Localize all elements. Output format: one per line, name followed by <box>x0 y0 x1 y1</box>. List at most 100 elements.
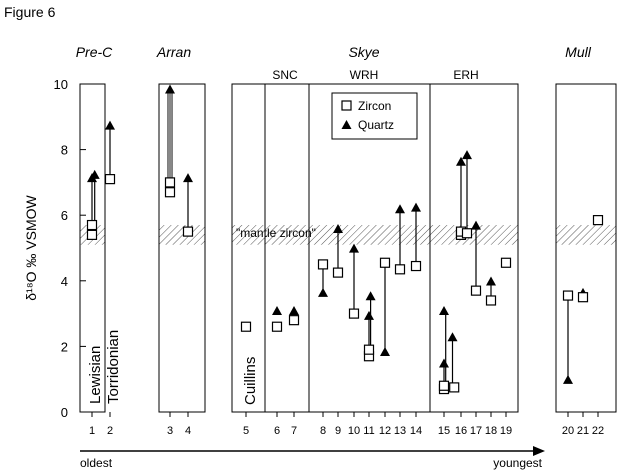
quartz-marker <box>395 204 405 214</box>
quartz-marker <box>439 358 449 368</box>
subgroup-label-erh: ERH <box>453 68 478 82</box>
y-tick-label: 10 <box>54 77 68 92</box>
x-tick-label: 20 <box>562 425 574 437</box>
figure-label: Figure 6 <box>4 4 56 20</box>
panel-frame-arran <box>158 83 206 413</box>
quartz-marker <box>411 202 421 212</box>
y-axis: δ¹⁸O ‰ VSMOW <box>23 194 39 300</box>
y-axis-label: δ¹⁸O ‰ VSMOW <box>23 194 39 300</box>
zircon-marker <box>317 259 329 270</box>
y-tick-label: 2 <box>61 339 68 354</box>
x-tick-label: 8 <box>320 425 326 437</box>
zircon-marker <box>394 264 406 275</box>
zircon-marker <box>577 292 589 303</box>
quartz-marker <box>364 310 374 320</box>
panel-frame-skye <box>231 83 519 413</box>
x-tick-label: 13 <box>394 425 406 437</box>
zircon-marker <box>562 290 574 301</box>
zircon-marker <box>438 380 450 391</box>
mantle-zircon-label: "mantle zircon" <box>236 226 316 240</box>
quartz-marker <box>89 169 100 179</box>
quartz-marker <box>289 305 299 315</box>
y-tick-label: 8 <box>61 143 68 158</box>
panel-title-arran: Arran <box>156 44 191 60</box>
x-tick-label: 7 <box>291 425 297 437</box>
quartz-marker <box>563 374 573 384</box>
quartz-marker <box>447 332 458 342</box>
mantle-band-skye <box>232 225 518 245</box>
x-tick-label: 12 <box>379 425 391 437</box>
x-tick-label: 4 <box>185 425 191 437</box>
panel-title-prec: Pre-C <box>76 44 113 60</box>
zircon-marker <box>592 215 604 226</box>
quartz-marker <box>471 220 481 230</box>
x-tick-label: 15 <box>438 425 450 437</box>
zircon-marker <box>485 295 497 306</box>
legend-quartz-marker <box>341 120 352 129</box>
legend: Zircon Quartz <box>331 92 418 140</box>
arrow-left-label: oldest <box>80 456 113 470</box>
panel-title-mull: Mull <box>565 44 592 60</box>
quartz-marker <box>462 150 472 160</box>
zircon-marker <box>271 321 283 332</box>
zircon-marker <box>86 229 98 240</box>
x-tick-label: 1 <box>89 425 95 437</box>
x-tick-label: 16 <box>455 425 467 437</box>
quartz-marker <box>486 276 496 286</box>
x-tick-label: 19 <box>500 425 512 437</box>
time-arrow-head <box>533 446 545 456</box>
quartz-marker <box>365 291 376 301</box>
label-cuillins: Cuillins <box>242 357 259 405</box>
label-lewisian: Lewisian <box>87 346 104 404</box>
mantle-band-arran <box>159 225 205 245</box>
panel-title-skye: Skye <box>348 44 379 60</box>
zircon-marker <box>86 219 98 231</box>
quartz-marker <box>183 173 193 183</box>
legend-zircon-label: Zircon <box>358 99 391 113</box>
x-tick-label: 18 <box>485 425 497 437</box>
x-tick-label: 2 <box>107 425 113 437</box>
x-tick-label: 6 <box>274 425 280 437</box>
x-tick-label: 11 <box>363 425 374 437</box>
legend-zircon-marker <box>341 100 352 111</box>
zircon-marker <box>164 177 176 188</box>
x-tick-label: 5 <box>243 425 249 437</box>
quartz-marker <box>105 120 115 130</box>
tie-line-fill <box>168 90 172 183</box>
zircon-marker <box>182 226 194 237</box>
x-tick-label: 3 <box>167 425 173 437</box>
quartz-marker <box>456 156 466 166</box>
quartz-marker <box>349 243 359 253</box>
quartz-marker <box>380 346 390 356</box>
quartz-marker <box>272 305 282 315</box>
zircon-marker <box>470 285 482 296</box>
zircon-marker <box>449 382 460 393</box>
x-tick-label: 10 <box>348 425 360 437</box>
zircon-marker <box>288 315 300 326</box>
zircon-marker <box>500 257 512 268</box>
zircon-marker <box>240 321 252 332</box>
subgroup-label-snc: SNC <box>272 68 298 82</box>
zircon-marker <box>379 257 391 268</box>
x-tick-label: 14 <box>410 425 422 437</box>
panel-frame-mull <box>555 83 617 413</box>
mantle-band-mull <box>556 225 616 245</box>
data-markers <box>86 84 604 395</box>
zircon-marker <box>363 344 375 355</box>
zircon-marker <box>104 174 116 185</box>
zircon-marker <box>164 187 176 198</box>
zircon-marker <box>461 228 473 239</box>
zircon-marker <box>332 267 344 278</box>
x-tick-label: 21 <box>577 425 589 437</box>
x-tick-label: 9 <box>335 425 341 437</box>
y-tick-label: 6 <box>61 208 68 223</box>
quartz-marker <box>165 84 175 94</box>
mantle-zircon-bands <box>80 225 616 245</box>
legend-quartz-label: Quartz <box>358 118 394 132</box>
zircon-marker <box>348 308 360 319</box>
quartz-marker <box>333 223 343 233</box>
zircon-marker <box>410 260 422 272</box>
quartz-marker <box>439 305 449 315</box>
